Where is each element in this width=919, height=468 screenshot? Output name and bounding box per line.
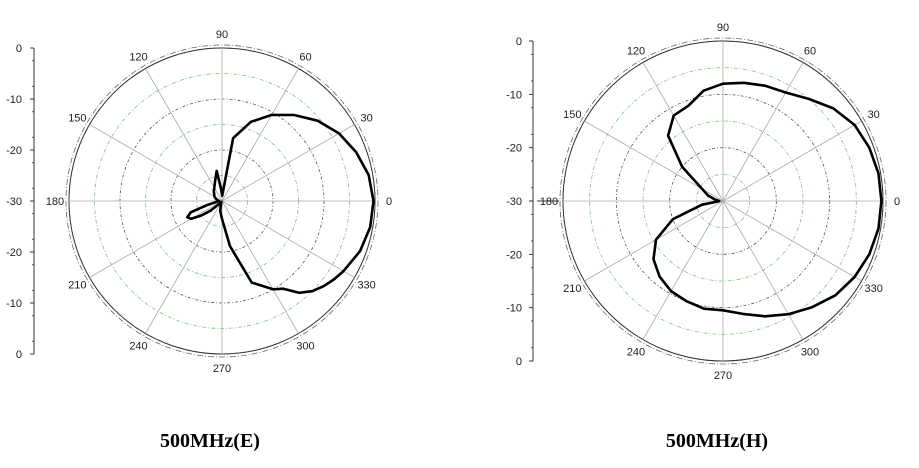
chart-caption-e-plane: 500MHz(E) [160, 430, 260, 452]
r-axis-tick-label: -20 [506, 249, 522, 261]
chart-caption-h-plane: 500MHz(H) [665, 430, 769, 452]
angle-label: 60 [299, 51, 311, 63]
radial-spoke [642, 62, 724, 202]
r-axis-tick-label: -30 [506, 196, 522, 208]
angle-label: 120 [129, 51, 147, 63]
r-axis-tick-label: -30 [6, 196, 22, 208]
outer-ring-dashed [559, 37, 887, 365]
angle-label: 210 [563, 283, 581, 295]
angle-label: 90 [717, 22, 729, 34]
r-axis-tick-label: 0 [516, 36, 522, 48]
r-axis-tick-label: 0 [16, 349, 22, 361]
angle-label: 0 [386, 196, 392, 208]
r-axis-tick-label: -20 [506, 143, 522, 155]
angle-label: 120 [627, 45, 645, 57]
radial-spoke [221, 200, 299, 334]
angle-label: 150 [68, 113, 86, 125]
radial-spoke [642, 200, 724, 340]
r-axis-tick-label: -10 [506, 303, 522, 315]
radial-spoke [722, 62, 804, 202]
r-axis-tick-label: -20 [6, 145, 22, 157]
radial-spoke [722, 120, 862, 202]
angle-label: 330 [865, 283, 883, 295]
angle-label: 300 [296, 341, 314, 353]
angle-label: 180 [540, 196, 558, 208]
polar-chart-h-plane: 0 30 60 90 120 150 180 210 240 270 300 330 0 -10 -20 -3… [506, 22, 900, 382]
radial-spoke [722, 200, 862, 282]
radial-spoke [145, 68, 223, 202]
radial-spoke [584, 200, 724, 282]
angle-label: 240 [627, 347, 645, 359]
outer-ring-dashed [65, 44, 379, 358]
r-axis-tick-label: -10 [506, 89, 522, 101]
radial-spoke [221, 124, 355, 202]
r-axis-tick-label: -20 [6, 247, 22, 259]
pattern-trace [652, 81, 883, 318]
angle-label: 0 [894, 196, 900, 208]
angle-label: 330 [357, 280, 375, 292]
angle-label: 90 [216, 29, 228, 41]
radial-spoke [145, 200, 223, 334]
angle-label: 60 [804, 45, 816, 57]
r-axis-tick-label: -10 [6, 298, 22, 310]
angle-label: 150 [563, 109, 581, 121]
radial-spoke [221, 68, 299, 202]
angle-label: 30 [868, 109, 880, 121]
angle-label: 270 [714, 370, 732, 382]
angle-label: 180 [46, 196, 64, 208]
angle-label: 300 [801, 347, 819, 359]
r-axis-tick-label: -10 [6, 94, 22, 106]
polar-chart-e-plane: 0 30 60 90 120 150 180 210 240 270 300 330 0 -10 -20 -3… [6, 29, 392, 375]
angle-label: 270 [213, 363, 231, 375]
angle-label: 30 [361, 113, 373, 125]
radial-spoke [221, 200, 355, 278]
radial-spoke [89, 124, 223, 202]
r-axis-tick-label: 0 [16, 43, 22, 55]
pattern-trace [186, 113, 375, 295]
radial-spoke [722, 200, 804, 340]
angle-label: 210 [68, 280, 86, 292]
r-axis-tick-label: 0 [516, 356, 522, 368]
radial-spoke [89, 200, 223, 278]
angle-label: 240 [129, 341, 147, 353]
